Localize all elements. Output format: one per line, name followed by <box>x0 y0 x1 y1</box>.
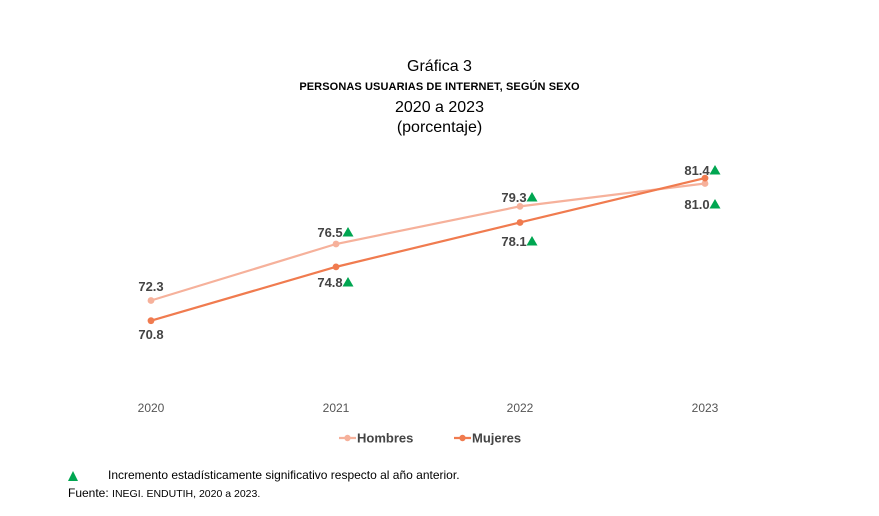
significance-triangle-icon <box>526 236 538 246</box>
x-tick-label: 2023 <box>692 401 719 415</box>
series-line-hombres <box>150 182 706 302</box>
legend-marker-mujeres <box>459 434 466 442</box>
source-note: Fuente: INEGI. ENDUTIH, 2020 a 2023. <box>68 486 260 500</box>
data-label-mujeres: 81.4 <box>684 163 710 178</box>
chart-unit: (porcentaje) <box>396 119 483 136</box>
legend-marker-hombres <box>344 434 351 442</box>
data-label-mujeres: 74.8 <box>317 275 342 290</box>
significance-triangle-icon <box>342 277 354 287</box>
data-label-hombres: 79.3 <box>501 190 526 205</box>
significance-triangle-icon <box>526 192 538 202</box>
significance-triangle-icon <box>709 199 721 209</box>
data-label-mujeres: 70.8 <box>138 327 163 342</box>
data-label-hombres: 81.0 <box>684 197 709 212</box>
data-point-mujeres <box>332 263 340 271</box>
significance-triangle-icon <box>68 471 78 481</box>
source-prefix: Fuente: <box>68 486 109 500</box>
legend-label-mujeres: Mujeres <box>472 431 521 446</box>
chart-period: 2020 a 2023 <box>395 99 484 116</box>
x-tick-label: 2020 <box>138 401 165 415</box>
data-label-hombres: 72.3 <box>138 279 163 294</box>
significance-triangle-icon <box>709 165 721 175</box>
data-point-mujeres <box>701 174 709 182</box>
x-tick-label: 2021 <box>323 401 350 415</box>
footnote-text: Incremento estadísticamente significativ… <box>108 468 460 482</box>
series-line-mujeres <box>150 177 706 322</box>
data-point-hombres <box>332 240 340 248</box>
legend-label-hombres: Hombres <box>357 431 413 446</box>
data-point-mujeres <box>147 317 155 325</box>
data-label-hombres: 76.5 <box>317 225 342 240</box>
data-point-hombres <box>147 297 155 304</box>
x-tick-label: 2022 <box>507 401 534 415</box>
chart-title: PERSONAS USUARIAS DE INTERNET, SEGÚN SEX… <box>299 81 580 93</box>
data-point-hombres <box>516 202 524 210</box>
data-point-hombres <box>701 180 709 187</box>
figure-number: Gráfica 3 <box>407 58 472 75</box>
data-point-mujeres <box>516 219 524 226</box>
source-text: INEGI. ENDUTIH, 2020 a 2023. <box>112 488 261 500</box>
data-label-mujeres: 78.1 <box>501 234 526 249</box>
significance-triangle-icon <box>342 227 354 237</box>
